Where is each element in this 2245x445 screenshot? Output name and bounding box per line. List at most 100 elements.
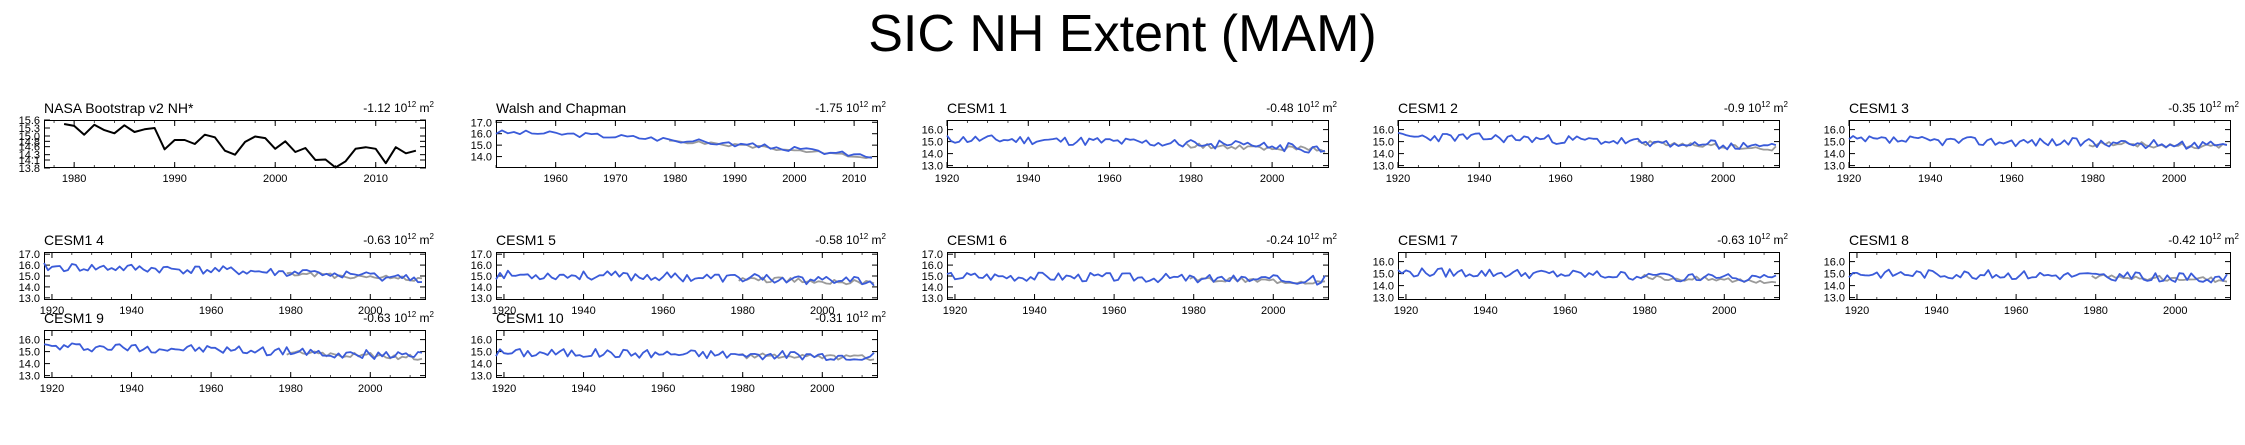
- x-tick-label: 2000: [810, 383, 834, 395]
- y-tick-label: 16.0: [1373, 257, 1394, 269]
- model-series-line: [1848, 135, 2228, 150]
- y-tick-label: 15.0: [1373, 269, 1394, 281]
- x-tick-label: 1920: [40, 305, 64, 317]
- trend-value: -1.75: [815, 101, 843, 115]
- model-series-line: [43, 262, 423, 284]
- obs-series-line: [286, 271, 423, 282]
- y-tick-label: 16.0: [1373, 125, 1394, 137]
- x-tick-label: 1990: [723, 173, 747, 185]
- y-tick-label: 13.0: [1373, 293, 1394, 305]
- panel-plot: 1960 1970 1980 1990 2000 2010 14.015.016.017.0: [471, 117, 878, 185]
- y-tick-label: 13.0: [471, 371, 492, 383]
- x-tick-label: 1920: [1837, 173, 1861, 185]
- trend-label: -0.42 1012 m2: [2168, 232, 2239, 247]
- y-tick-label: 16.0: [471, 129, 492, 141]
- x-tick-label: 1980: [62, 173, 86, 185]
- trend-label: -0.63 1012 m2: [1717, 232, 1788, 247]
- y-tick-label: 15.0: [471, 271, 492, 283]
- plot-frame: [44, 120, 426, 168]
- y-tick-label: 14.0: [922, 149, 943, 161]
- panel-plot: 1920 1940 1960 1980 2000 13.014.015.016.0: [1824, 120, 2231, 185]
- y-tick-label: 14.6: [19, 142, 40, 154]
- x-tick-label: 1940: [119, 305, 143, 317]
- model-series-line: [495, 348, 875, 362]
- trend-value: -0.63: [1717, 233, 1745, 247]
- model-series-line: [43, 342, 423, 360]
- y-tick-label: 13.0: [922, 293, 943, 305]
- y-tick-label: 16.0: [1824, 257, 1845, 269]
- panel-plot: 1920 1940 1960 1980 2000 13.014.015.016.0: [922, 120, 1329, 185]
- plot-frame: [44, 330, 426, 378]
- chart-panel: CESM1 7 -0.63 1012 m2 1920 1940 1960 1980 2000…: [1373, 232, 1788, 322]
- trend-value: -0.24: [1266, 233, 1294, 247]
- plot-frame: [1849, 120, 2231, 168]
- panel-plot: 1920 1940 1960 1980 2000 13.014.015.016.0: [471, 330, 878, 395]
- figure-title: SIC NH Extent (MAM): [868, 5, 1377, 63]
- panel-plot: 1920 1940 1960 1980 2000 13.014.015.016.0: [1373, 252, 1780, 317]
- trend-label: -0.48 1012 m2: [1266, 100, 1337, 115]
- y-tick-label: 14.0: [19, 282, 40, 294]
- x-tick-label: 1940: [1467, 173, 1491, 185]
- y-tick-label: 14.0: [922, 282, 943, 294]
- panel-title: CESM1 8: [1849, 232, 1909, 248]
- trend-label: -0.9 1012 m2: [1723, 100, 1788, 115]
- y-tick-label: 13.0: [1824, 161, 1845, 173]
- panel-title: CESM1 9: [44, 310, 104, 326]
- panel-title: CESM1 2: [1398, 100, 1458, 116]
- x-tick-label: 2010: [842, 173, 866, 185]
- panel-plot: 1920 1940 1960 1980 2000 13.014.015.016.0: [1373, 120, 1780, 185]
- y-tick-label: 14.3: [19, 150, 40, 162]
- x-tick-label: 1980: [278, 383, 302, 395]
- y-tick-label: 14.0: [19, 359, 40, 371]
- y-tick-label: 13.0: [471, 293, 492, 305]
- chart-panel: CESM1 5 -0.58 1012 m2 1920 1940 1960 1980 2000…: [471, 232, 886, 322]
- x-tick-label: 2000: [1711, 173, 1735, 185]
- x-tick-label: 1960: [1999, 173, 2023, 185]
- y-tick-label: 14.0: [471, 152, 492, 164]
- x-tick-label: 1980: [730, 305, 754, 317]
- x-tick-label: 2000: [358, 305, 382, 317]
- y-tick-label: 13.0: [19, 371, 40, 383]
- y-tick-label: 14.0: [1824, 149, 1845, 161]
- y-tick-label: 16.0: [1824, 125, 1845, 137]
- panel-title: CESM1 7: [1398, 232, 1458, 248]
- panel-plot: 1920 1940 1960 1980 2000 13.014.015.016.0: [19, 330, 426, 395]
- trend-value: -0.31: [815, 311, 843, 325]
- x-tick-label: 1940: [1016, 173, 1040, 185]
- x-tick-label: 1940: [1924, 305, 1948, 317]
- x-tick-label: 1980: [1179, 173, 1203, 185]
- y-tick-label: 13.8: [19, 163, 40, 175]
- trend-value: -0.35: [2168, 101, 2196, 115]
- y-tick-label: 16.0: [471, 260, 492, 272]
- panel-title: CESM1 5: [496, 232, 556, 248]
- y-tick-label: 14.0: [471, 359, 492, 371]
- trend-label: -0.63 1012 m2: [363, 232, 434, 247]
- panel-title: CESM1 4: [44, 232, 104, 248]
- x-tick-label: 1920: [1386, 173, 1410, 185]
- y-tick-label: 14.0: [471, 282, 492, 294]
- trend-value: -0.48: [1266, 101, 1294, 115]
- x-tick-label: 1940: [119, 383, 143, 395]
- x-tick-label: 1980: [1632, 305, 1656, 317]
- trend-label: -0.63 1012 m2: [363, 310, 434, 325]
- y-tick-label: 14.8: [19, 136, 40, 148]
- x-tick-label: 1960: [651, 383, 675, 395]
- x-tick-label: 2000: [782, 173, 806, 185]
- panel-plot: 1980 1990 2000 2010 13.814.114.314.614.815.0…: [19, 115, 426, 185]
- chart-panel: CESM1 9 -0.63 1012 m2 1920 1940 1960 1980 2000…: [19, 310, 434, 400]
- x-tick-label: 1920: [1394, 305, 1418, 317]
- x-tick-label: 1970: [603, 173, 627, 185]
- x-tick-label: 1980: [1630, 173, 1654, 185]
- y-tick-label: 17.0: [471, 249, 492, 261]
- trend-value: -1.12: [363, 101, 391, 115]
- model-series-line: [495, 129, 873, 159]
- y-tick-label: 15.0: [922, 137, 943, 149]
- x-tick-label: 1980: [2083, 305, 2107, 317]
- model-series-line: [1848, 268, 2228, 284]
- x-tick-label: 2000: [263, 173, 287, 185]
- trend-label: -0.35 1012 m2: [2168, 100, 2239, 115]
- chart-panel: CESM1 3 -0.35 1012 m2 1920 1940 1960 1980 2000…: [1824, 100, 2239, 190]
- y-tick-label: 14.0: [1824, 281, 1845, 293]
- model-series-line: [1397, 131, 1777, 151]
- obs-series-line: [738, 352, 875, 362]
